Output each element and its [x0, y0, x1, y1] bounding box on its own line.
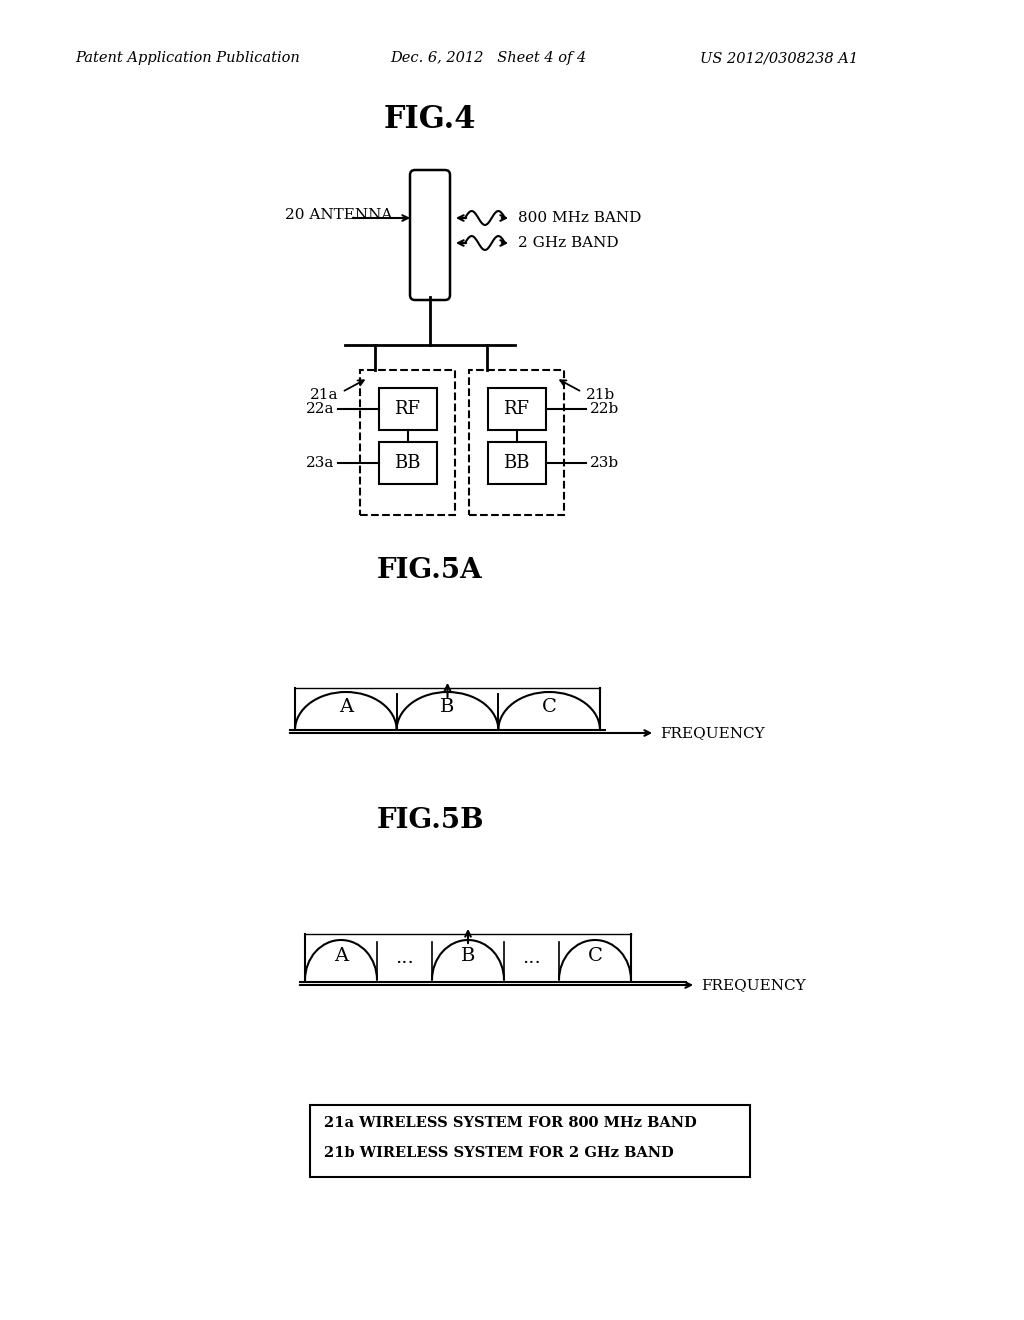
- Text: B: B: [461, 946, 475, 965]
- Text: BB: BB: [394, 454, 421, 473]
- Text: 20 ANTENNA: 20 ANTENNA: [285, 209, 392, 222]
- Text: RF: RF: [504, 400, 529, 418]
- Text: FIG.5A: FIG.5A: [377, 557, 483, 583]
- Text: 22a: 22a: [305, 403, 334, 416]
- Bar: [360, 370, 455, 515]
- Bar: [487, 388, 546, 430]
- Bar: [487, 442, 546, 484]
- Bar: [379, 388, 436, 430]
- Text: RF: RF: [394, 400, 421, 418]
- Text: 23b: 23b: [590, 455, 620, 470]
- Text: 2 GHz BAND: 2 GHz BAND: [518, 236, 618, 249]
- Text: Dec. 6, 2012   Sheet 4 of 4: Dec. 6, 2012 Sheet 4 of 4: [390, 51, 587, 65]
- Text: FIG.4: FIG.4: [384, 104, 476, 136]
- Text: B: B: [440, 698, 455, 715]
- Text: ...: ...: [395, 949, 414, 968]
- Text: FREQUENCY: FREQUENCY: [660, 726, 765, 741]
- Text: C: C: [542, 698, 557, 715]
- Text: FIG.5B: FIG.5B: [376, 807, 483, 833]
- Text: BB: BB: [503, 454, 529, 473]
- Text: 21b: 21b: [586, 388, 615, 403]
- Text: 21a: 21a: [309, 388, 338, 403]
- Text: US 2012/0308238 A1: US 2012/0308238 A1: [700, 51, 858, 65]
- FancyBboxPatch shape: [410, 170, 450, 300]
- Text: A: A: [339, 698, 353, 715]
- Text: 23a: 23a: [305, 455, 334, 470]
- Text: A: A: [334, 946, 348, 965]
- Bar: [469, 370, 564, 515]
- Text: 22b: 22b: [590, 403, 620, 416]
- Text: FREQUENCY: FREQUENCY: [701, 978, 806, 993]
- Text: 21b WIRELESS SYSTEM FOR 2 GHz BAND: 21b WIRELESS SYSTEM FOR 2 GHz BAND: [324, 1146, 674, 1160]
- Text: Patent Application Publication: Patent Application Publication: [75, 51, 300, 65]
- Bar: [379, 442, 436, 484]
- Text: ...: ...: [522, 949, 541, 968]
- Text: 800 MHz BAND: 800 MHz BAND: [518, 211, 641, 224]
- Text: C: C: [588, 946, 602, 965]
- Text: 21a WIRELESS SYSTEM FOR 800 MHz BAND: 21a WIRELESS SYSTEM FOR 800 MHz BAND: [324, 1115, 696, 1130]
- Bar: [310, 1105, 750, 1177]
